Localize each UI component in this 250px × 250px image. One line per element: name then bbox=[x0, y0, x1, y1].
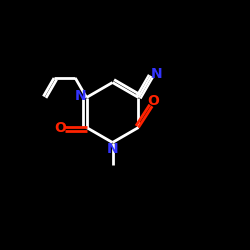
Text: N: N bbox=[107, 142, 118, 156]
Text: N: N bbox=[75, 88, 87, 102]
Text: O: O bbox=[54, 120, 66, 134]
Text: N: N bbox=[151, 67, 162, 81]
Text: O: O bbox=[147, 94, 159, 108]
